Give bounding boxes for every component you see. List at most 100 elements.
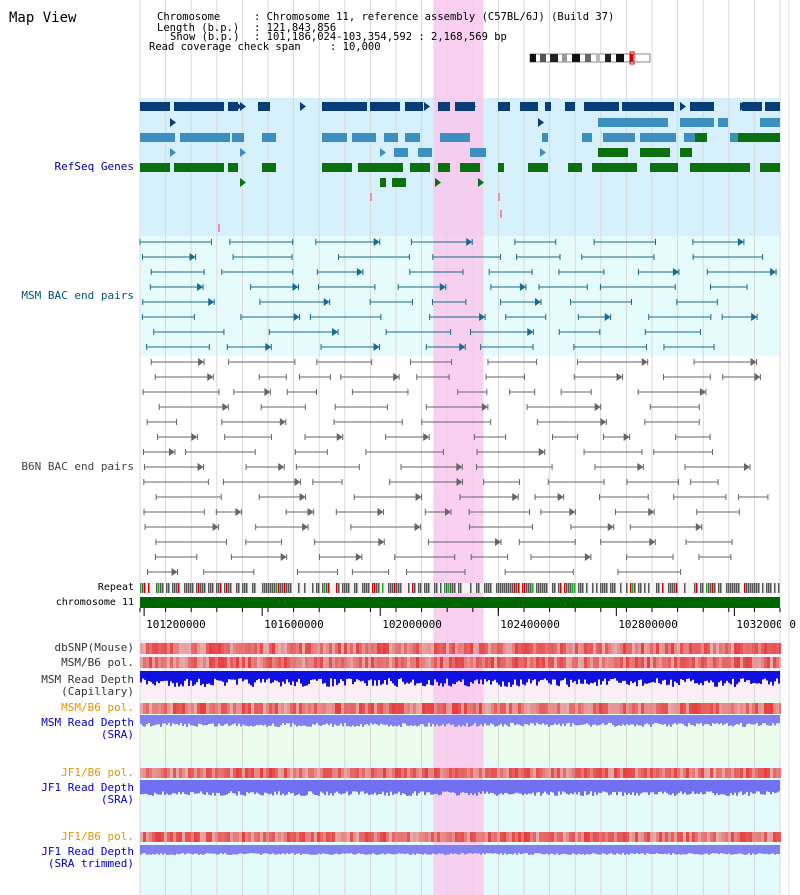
jf1-depth-sra	[266, 780, 268, 794]
jf1-b6-pol-2-heat	[284, 832, 287, 842]
jf1-b6-pol-1-heat	[149, 768, 152, 778]
jf1-depth-sra	[756, 780, 758, 792]
jf1-b6-pol-2-heat	[362, 832, 365, 842]
jf1-depth-sra	[748, 780, 750, 796]
msm-depth-capillary	[664, 671, 666, 680]
axis-tick-label: 102400000	[500, 618, 560, 631]
jf1-depth-trimmed	[744, 845, 746, 855]
msm-depth-sra	[212, 715, 214, 724]
dbsnp-heat	[686, 643, 689, 654]
msm-depth-sra	[258, 715, 260, 726]
jf1-depth-trimmed	[612, 845, 614, 855]
jf1-b6-pol-1-heat	[188, 768, 191, 778]
msm-b6-pol-1-heat	[743, 657, 746, 668]
msm-depth-capillary	[738, 671, 740, 683]
msm-b6-pol-2-heat	[770, 703, 773, 714]
jf1-depth-sra	[216, 780, 218, 793]
jf1-depth-trimmed	[510, 845, 512, 854]
refseq-mark	[498, 193, 500, 201]
dbsnp-heat	[680, 643, 683, 654]
msm-bac-pair	[479, 313, 486, 321]
dbsnp-heat	[578, 643, 581, 654]
jf1-depth-sra	[670, 780, 672, 795]
refseq-gene	[440, 133, 470, 142]
jf1-depth-sra	[452, 780, 454, 793]
jf1-depth-trimmed	[210, 845, 212, 854]
msm-depth-capillary	[288, 671, 290, 683]
jf1-depth-trimmed	[432, 845, 434, 854]
jf1-depth-trimmed	[686, 845, 688, 855]
track-label-b6n-bac[interactable]: B6N BAC end pairs	[21, 460, 134, 473]
jf1-depth-sra	[438, 780, 440, 796]
b6n-bac-pair	[168, 448, 175, 456]
repeat-feature	[444, 583, 446, 593]
jf1-b6-pol-2-heat	[692, 832, 695, 842]
dbsnp-heat	[665, 643, 668, 654]
msm-depth-sra	[542, 715, 544, 724]
jf1-b6-pol-2-heat	[656, 832, 659, 842]
jf1-depth-sra	[388, 780, 390, 796]
msm-depth-sra	[262, 715, 264, 726]
b6n-bac-pair	[393, 373, 400, 381]
jf1-depth-sra	[574, 780, 576, 793]
jf1-depth-sra	[354, 780, 356, 792]
refseq-gene	[174, 163, 224, 172]
jf1-depth-trimmed	[734, 845, 736, 855]
msm-depth-capillary	[680, 671, 682, 680]
jf1-b6-pol-1-heat	[332, 768, 335, 778]
msm-depth-capillary	[426, 671, 428, 685]
dbsnp-heat	[239, 643, 242, 654]
dbsnp-heat	[608, 643, 611, 654]
jf1-depth-sra	[236, 780, 238, 796]
msm-bac-pair	[534, 298, 541, 306]
dbsnp-heat	[656, 643, 659, 654]
jf1-depth-trimmed	[492, 845, 494, 854]
jf1-b6-pol-2-heat	[239, 832, 242, 842]
msm-depth-sra	[330, 715, 332, 724]
jf1-b6-pol-2-heat	[281, 832, 284, 842]
msm-depth-sra	[594, 715, 596, 725]
repeat-feature	[346, 583, 348, 593]
jf1-depth-trimmed	[592, 845, 594, 854]
refseq-gene	[545, 102, 551, 111]
msm-depth-capillary	[776, 671, 778, 679]
jf1-depth-sra	[368, 780, 370, 796]
msm-b6-pol-2-heat	[503, 703, 506, 714]
msm-b6-pol-1-heat	[305, 657, 308, 668]
msm-depth-sra	[242, 715, 244, 725]
msm-depth-capillary	[202, 671, 204, 684]
msm-b6-pol-2-heat	[317, 703, 320, 714]
dbsnp-heat	[509, 643, 512, 654]
jf1-depth-trimmed	[560, 845, 562, 855]
jf1-b6-pol-1-heat	[671, 768, 674, 778]
msm-depth-sra	[270, 715, 272, 726]
track-label-refseq[interactable]: RefSeq Genes	[54, 160, 134, 173]
msm-depth-sra	[458, 715, 460, 726]
track-label-msm-bac[interactable]: MSM BAC end pairs	[21, 289, 134, 302]
repeat-feature	[714, 583, 716, 593]
jf1-b6-pol-1-heat	[692, 768, 695, 778]
jf1-depth-sra	[382, 780, 384, 792]
track-label-jf1-b6-pol-1: JF1/B6 pol.	[61, 766, 134, 779]
msm-b6-pol-1-heat	[494, 657, 497, 668]
jf1-b6-pol-1-heat	[482, 768, 485, 778]
msm-depth-capillary	[572, 671, 574, 683]
dbsnp-heat	[215, 643, 218, 654]
msm-depth-capillary	[196, 671, 198, 683]
msm-depth-capillary	[346, 671, 348, 680]
msm-b6-pol-2-heat	[365, 703, 368, 714]
msm-b6-pol-2-heat	[614, 703, 617, 714]
track-label-msm-b6-pol-2: MSM/B6 pol.	[61, 701, 134, 714]
jf1-depth-sra	[516, 780, 518, 793]
refseq-gene	[640, 133, 676, 142]
jf1-b6-pol-2-heat	[374, 832, 377, 842]
jf1-depth-trimmed	[556, 845, 558, 854]
msm-depth-sra	[398, 715, 400, 726]
msm-b6-pol-1-heat	[140, 657, 143, 668]
repeat-feature	[546, 583, 548, 593]
repeat-feature	[144, 583, 146, 593]
msm-depth-capillary	[590, 671, 592, 683]
msm-b6-pol-2-heat	[479, 703, 482, 714]
jf1-b6-pol-1-heat	[770, 768, 773, 778]
